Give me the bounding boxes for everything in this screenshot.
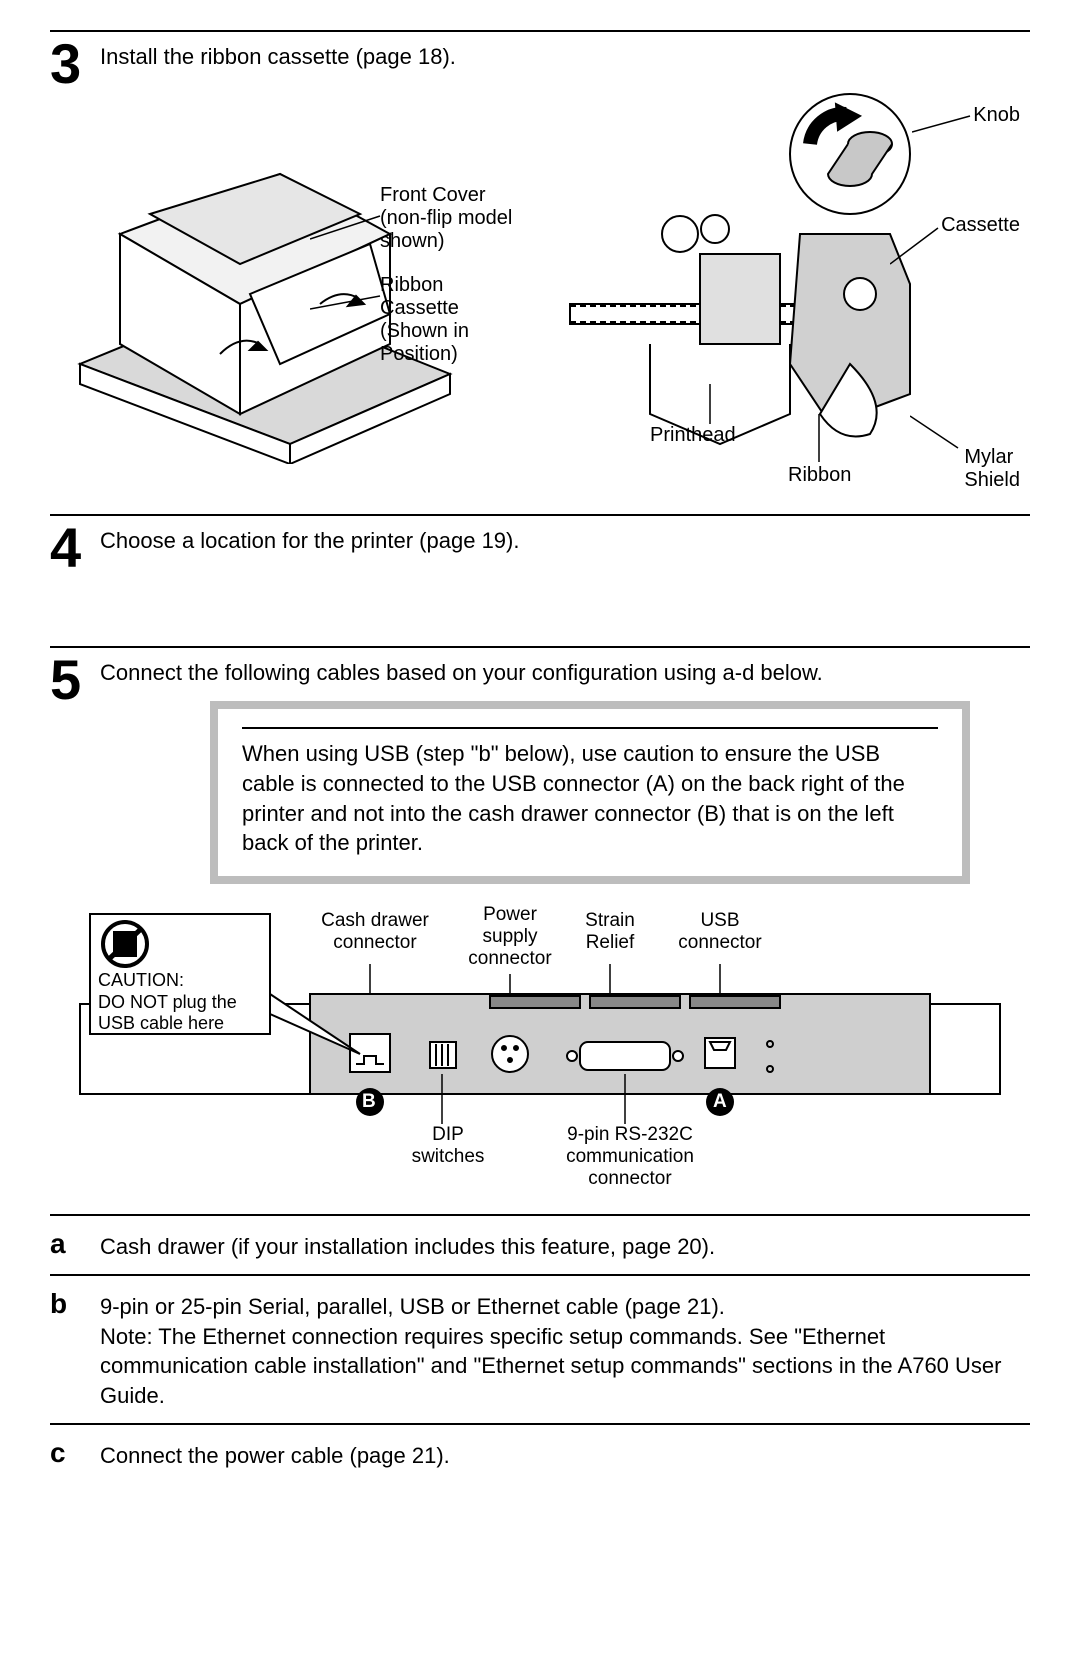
label-usb-connector: USBconnector	[670, 910, 770, 954]
label-dip-switches: DIPswitches	[408, 1124, 488, 1168]
leader-cassette	[890, 226, 940, 266]
sub-steps: a Cash drawer (if your installation incl…	[50, 1214, 1030, 1482]
sub-a-letter: a	[50, 1230, 100, 1258]
sub-b-letter: b	[50, 1290, 100, 1318]
caution-body: DO NOT plug theUSB cable here	[98, 992, 237, 1034]
usb-caution-callout: When using USB (step "b" below), use cau…	[210, 701, 970, 884]
leader-front-cover	[310, 214, 390, 244]
step-5-text: Connect the following cables based on yo…	[100, 658, 1030, 688]
step-5-number: 5	[50, 652, 100, 708]
sub-b-text: 9-pin or 25-pin Serial, parallel, USB or…	[100, 1288, 1030, 1411]
caution-header: CAUTION:	[98, 970, 184, 990]
step-4-number: 4	[50, 520, 100, 576]
label-cash-drawer: Cash drawerconnector	[320, 910, 430, 954]
step-4-body: Choose a location for the printer (page …	[100, 524, 1030, 556]
step-3-diagrams: Front Cover(non-flip modelshown) RibbonC…	[50, 84, 1030, 484]
sub-step-c: c Connect the power cable (page 21).	[50, 1423, 1030, 1483]
caution-box-text: CAUTION: DO NOT plug theUSB cable here	[98, 970, 268, 1035]
back-panel-diagram: CAUTION: DO NOT plug theUSB cable here C…	[50, 904, 1030, 1184]
step-3: 3 Install the ribbon cassette (page 18).	[50, 30, 1030, 514]
usb-caution-text: When using USB (step "b" below), use cau…	[242, 739, 938, 858]
step-3-text: Install the ribbon cassette (page 18).	[100, 42, 1030, 72]
label-power-supply: Powersupplyconnector	[460, 904, 560, 970]
sub-step-a: a Cash drawer (if your installation incl…	[50, 1214, 1030, 1274]
label-cassette: Cassette	[941, 214, 1020, 237]
sub-a-text: Cash drawer (if your installation includ…	[100, 1228, 1030, 1262]
label-rs232: 9-pin RS-232Ccommunicationconnector	[550, 1124, 710, 1190]
leader-mylar	[910, 414, 960, 450]
step-3-body: Install the ribbon cassette (page 18).	[100, 40, 1030, 484]
sub-step-b: b 9-pin or 25-pin Serial, parallel, USB …	[50, 1274, 1030, 1423]
label-front-cover: Front Cover(non-flip modelshown)	[380, 184, 530, 253]
badge-b: B	[362, 1089, 376, 1115]
label-mylar-shield: MylarShield	[964, 446, 1020, 492]
leader-ribbon-cassette	[310, 294, 390, 314]
printer-diagram-right: Knob Cassette Printhead Ribbon MylarShie…	[550, 84, 1030, 484]
step-5: 5 Connect the following cables based on …	[50, 646, 1030, 1194]
label-strain-relief: StrainRelief	[570, 910, 650, 954]
label-ribbon: Ribbon	[788, 464, 851, 487]
leader-ribbon	[815, 414, 835, 464]
label-ribbon-cassette: RibbonCassette(Shown inPosition)	[380, 274, 530, 366]
sub-c-text: Connect the power cable (page 21).	[100, 1437, 1030, 1471]
step-4: 4 Choose a location for the printer (pag…	[50, 514, 1030, 646]
label-knob: Knob	[973, 104, 1020, 127]
label-printhead: Printhead	[650, 424, 736, 447]
sub-c-letter: c	[50, 1439, 100, 1467]
callout-rule	[242, 727, 938, 729]
step-4-text: Choose a location for the printer (page …	[100, 526, 1030, 556]
leader-knob	[912, 114, 972, 134]
step-5-body: Connect the following cables based on yo…	[100, 656, 1030, 1184]
leader-printhead	[700, 384, 720, 426]
badge-a: A	[713, 1089, 727, 1115]
printer-diagram-left: Front Cover(non-flip modelshown) RibbonC…	[50, 84, 530, 464]
